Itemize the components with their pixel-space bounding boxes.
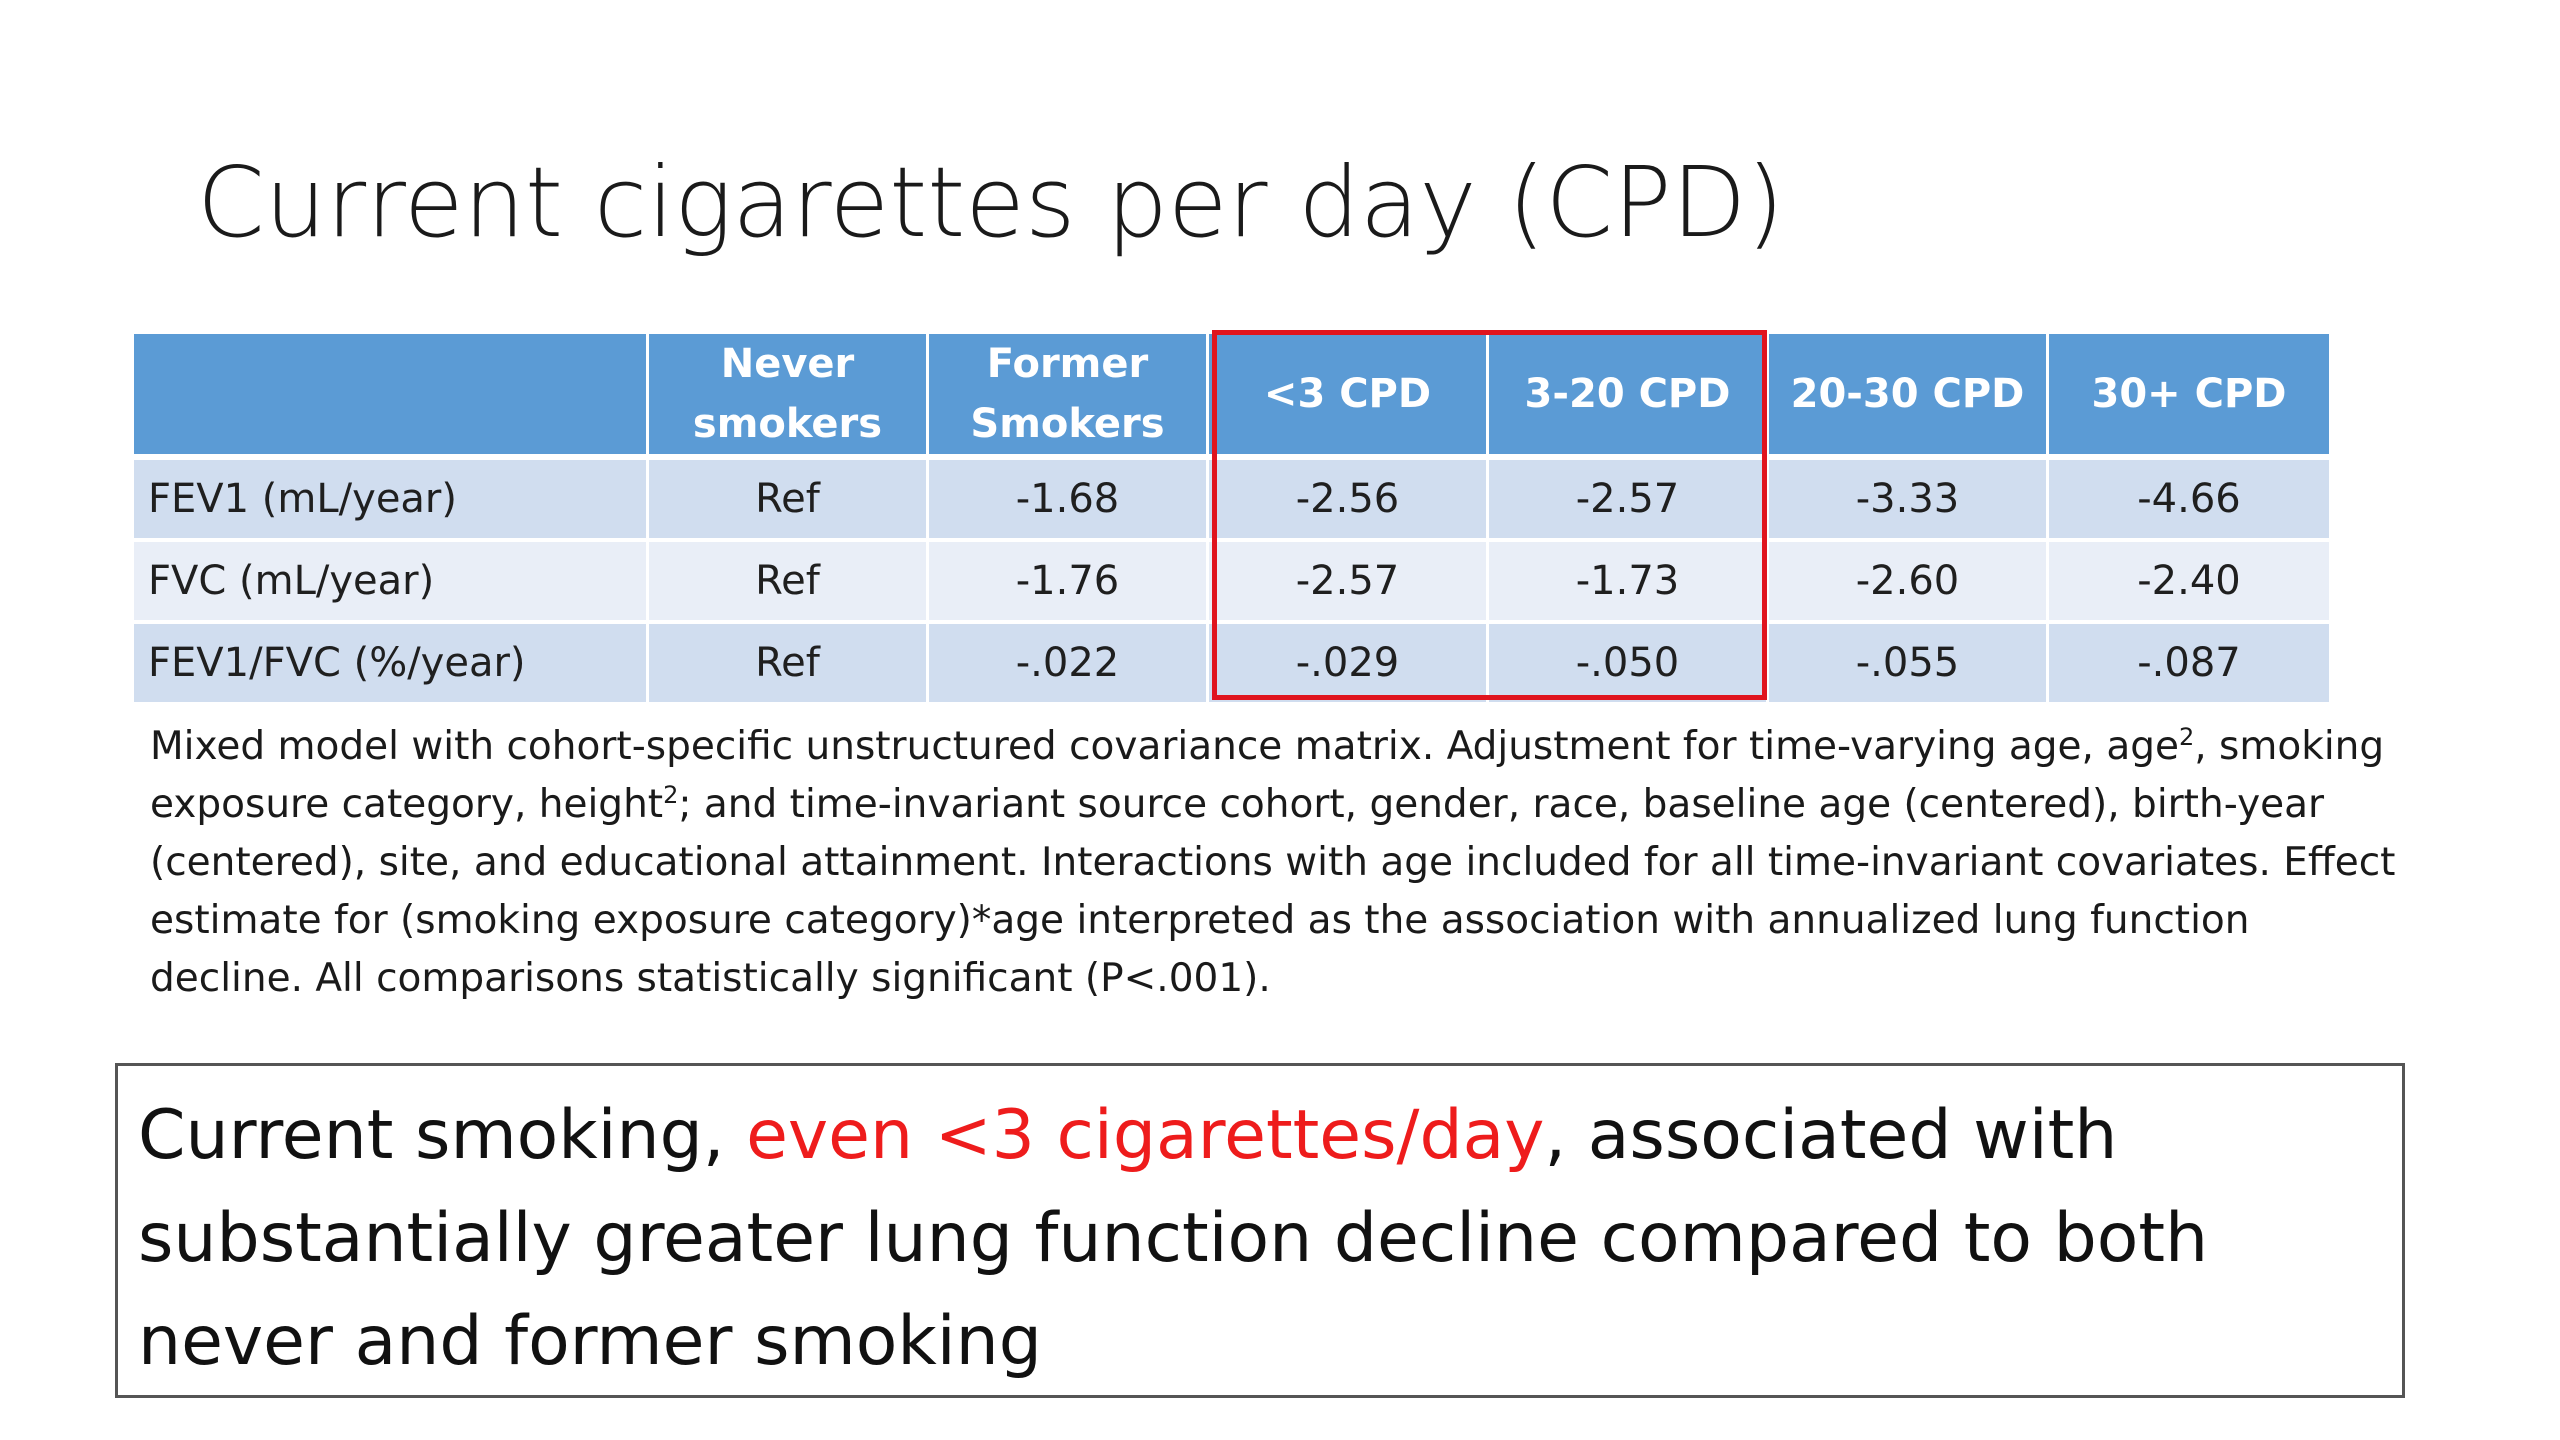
table-cell: -.050 [1489,624,1769,706]
table-row: FVC (mL/year) Ref -1.76 -2.57 -1.73 -2.6… [134,542,2329,624]
header-30plus-cpd: 30+ CPD [2049,334,2329,460]
table-row: FEV1/FVC (%/year) Ref -.022 -.029 -.050 … [134,624,2329,706]
header-3-20-cpd: 3-20 CPD [1489,334,1769,460]
footnote-text: Mixed model with cohort-specific unstruc… [150,724,2179,769]
table-cell: -1.76 [929,542,1209,624]
row-label: FEV1/FVC (%/year) [134,624,649,706]
table-cell: -2.57 [1489,460,1769,542]
table-cell: -2.40 [2049,542,2329,624]
table-cell: -.029 [1209,624,1489,706]
table-cell: -.055 [1769,624,2049,706]
header-lt3-cpd: <3 CPD [1209,334,1489,460]
table-cell: -2.60 [1769,542,2049,624]
conclusion-highlight: even <3 cigarettes/day [746,1096,1545,1175]
footnote-text: ; and time-invariant source cohort, gend… [150,782,2396,1001]
header-never-smokers: Never smokers [649,334,929,460]
table-cell: Ref [649,460,929,542]
highlight-box [1212,330,1767,700]
table-cell: -2.57 [1209,542,1489,624]
table-cell: Ref [649,542,929,624]
table-cell: -2.56 [1209,460,1489,542]
footnote: Mixed model with cohort-specific unstruc… [150,718,2410,1008]
table-cell: -1.73 [1489,542,1769,624]
row-label: FVC (mL/year) [134,542,649,624]
table-cell: -1.68 [929,460,1209,542]
footnote-superscript: 2 [663,781,679,809]
conclusion-box: Current smoking, even <3 cigarettes/day,… [115,1063,2405,1398]
cpd-table: Never smokers Former Smokers <3 CPD 3-20… [134,334,2329,706]
table-cell: -4.66 [2049,460,2329,542]
header-20-30-cpd: 20-30 CPD [1769,334,2049,460]
header-former-smokers: Former Smokers [929,334,1209,460]
table-row: FEV1 (mL/year) Ref -1.68 -2.56 -2.57 -3.… [134,460,2329,542]
table-header-row: Never smokers Former Smokers <3 CPD 3-20… [134,334,2329,460]
table-cell: Ref [649,624,929,706]
row-label: FEV1 (mL/year) [134,460,649,542]
conclusion-text: Current smoking, [138,1096,747,1175]
footnote-text: , smoking exposure category, height [150,724,2385,827]
footnote-superscript: 2 [2178,723,2195,751]
table-cell: -.087 [2049,624,2329,706]
slide-title: Current cigarettes per day (CPD) [197,146,1785,259]
header-empty [134,334,649,460]
conclusion-text: , associated with substantially greater … [138,1096,2209,1381]
table-cell: -3.33 [1769,460,2049,542]
table-cell: -.022 [929,624,1209,706]
